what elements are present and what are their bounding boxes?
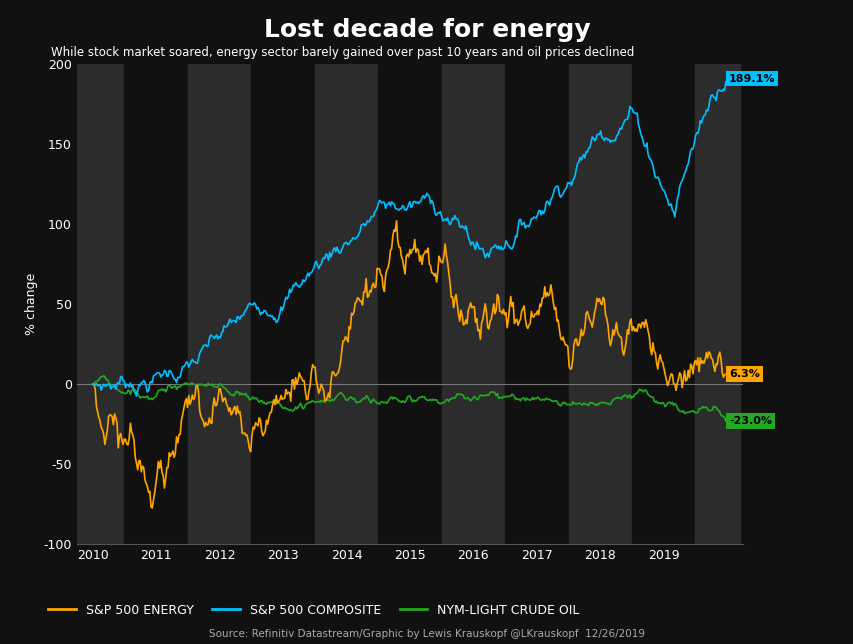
- Legend: S&P 500 ENERGY, S&P 500 COMPOSITE, NYM-LIGHT CRUDE OIL: S&P 500 ENERGY, S&P 500 COMPOSITE, NYM-L…: [44, 599, 584, 622]
- Text: 189.1%: 189.1%: [728, 73, 775, 84]
- Text: Source: Refinitiv Datastream/Graphic by Lewis Krauskopf @LKrauskopf  12/26/2019: Source: Refinitiv Datastream/Graphic by …: [209, 629, 644, 639]
- Text: While stock market soared, energy sector barely gained over past 10 years and oi: While stock market soared, energy sector…: [51, 46, 634, 59]
- Bar: [631, 64, 694, 544]
- Text: 6.3%: 6.3%: [728, 369, 759, 379]
- Y-axis label: % change: % change: [25, 273, 38, 336]
- Text: -23.0%: -23.0%: [728, 416, 771, 426]
- Bar: [694, 64, 739, 544]
- Bar: [568, 64, 631, 544]
- Bar: [125, 64, 188, 544]
- Bar: [441, 64, 504, 544]
- Bar: [188, 64, 251, 544]
- Bar: [77, 64, 125, 544]
- Bar: [504, 64, 568, 544]
- Bar: [315, 64, 378, 544]
- Bar: [378, 64, 441, 544]
- Text: Lost decade for energy: Lost decade for energy: [264, 18, 589, 42]
- Bar: [251, 64, 315, 544]
